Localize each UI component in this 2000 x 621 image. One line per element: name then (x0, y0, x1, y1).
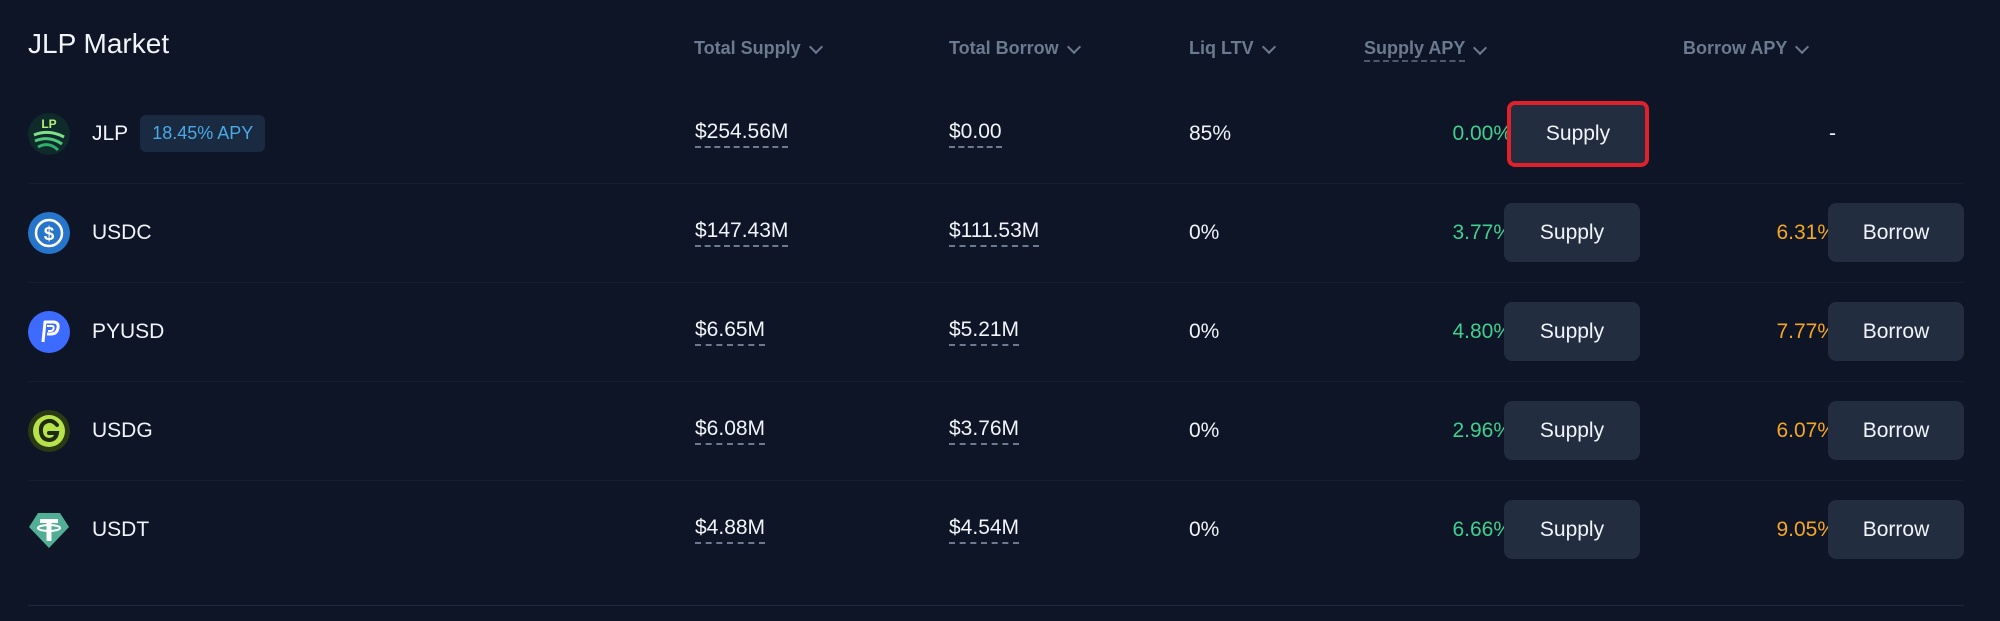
column-header-label: Total Supply (694, 38, 801, 58)
total-supply-cell[interactable]: $147.43M (695, 183, 789, 282)
column-header-liq-ltv[interactable]: Liq LTV (1189, 38, 1276, 59)
chevron-down-icon (1795, 39, 1810, 54)
supply-button[interactable]: Supply (1504, 401, 1640, 460)
column-header-supply-apy[interactable]: Supply APY (1364, 38, 1488, 62)
svg-text:LP: LP (41, 117, 56, 131)
total-borrow-cell[interactable]: $5.21M (949, 282, 1020, 381)
table-row[interactable]: USDG $6.08M $3.76M 0% 2.96% Supply 6.07%… (28, 381, 1964, 481)
apy-badge: 18.45% APY (140, 115, 266, 152)
usdc-icon: $ (28, 211, 70, 254)
liq-ltv-value: 85% (1189, 121, 1232, 145)
usdg-icon (28, 409, 70, 452)
liq-ltv-value: 0% (1189, 220, 1220, 244)
asset-cell: $ USDC (28, 183, 152, 282)
total-borrow-value: $3.76M (949, 417, 1020, 445)
total-supply-cell[interactable]: $6.08M (695, 381, 766, 480)
total-borrow-value: $5.21M (949, 318, 1020, 346)
column-header-label: Borrow APY (1683, 38, 1788, 58)
asset-name: USDT (92, 517, 150, 541)
supply-button[interactable]: Supply (1504, 203, 1640, 262)
supply-apy-value: 0.00% (1452, 121, 1512, 145)
supply-apy-value: 4.80% (1452, 319, 1512, 343)
table-row[interactable]: LP JLP 18.45% APY $254.56M $0.00 85% 0.0… (28, 84, 1964, 184)
table-row[interactable]: USDT $4.88M $4.54M 0% 6.66% Supply 9.05%… (28, 480, 1964, 579)
table-row[interactable]: $ USDC $147.43M $111.53M 0% 3.77% Supply… (28, 183, 1964, 283)
column-header-label: Supply APY (1364, 38, 1466, 62)
pyusd-icon (28, 310, 70, 353)
liq-ltv-value: 0% (1189, 319, 1220, 343)
asset-name: USDC (92, 220, 152, 244)
total-supply-value: $6.65M (695, 318, 766, 346)
svg-text:$: $ (44, 224, 55, 245)
total-borrow-cell[interactable]: $3.76M (949, 381, 1020, 480)
page-title: JLP Market (28, 28, 170, 59)
total-supply-value: $4.88M (695, 516, 766, 544)
supply-button[interactable]: Supply (1504, 302, 1640, 361)
borrow-apy-value: 9.05% (1776, 517, 1836, 541)
supply-button[interactable]: Supply (1504, 500, 1640, 559)
borrow-apy-value: - (1829, 121, 1836, 145)
total-borrow-cell[interactable]: $0.00 (949, 84, 1002, 183)
asset-name: JLP (92, 121, 129, 145)
column-header-label: Liq LTV (1189, 38, 1254, 58)
chevron-down-icon (1261, 39, 1276, 54)
borrow-button[interactable]: Borrow (1828, 401, 1964, 460)
total-supply-value: $254.56M (695, 120, 789, 148)
borrow-button[interactable]: Borrow (1828, 203, 1964, 262)
total-borrow-cell[interactable]: $111.53M (949, 183, 1040, 282)
borrow-button[interactable]: Borrow (1828, 302, 1964, 361)
asset-cell: USDT (28, 480, 149, 579)
liq-ltv-value: 0% (1189, 418, 1220, 442)
total-borrow-value: $4.54M (949, 516, 1020, 544)
chevron-down-icon (1066, 39, 1081, 54)
supply-apy-value: 2.96% (1452, 418, 1512, 442)
supply-apy-value: 3.77% (1452, 220, 1512, 244)
column-header-total-supply[interactable]: Total Supply (694, 38, 823, 59)
chevron-down-icon (808, 39, 823, 54)
borrow-button[interactable]: Borrow (1828, 500, 1964, 559)
chevron-down-icon (1473, 40, 1488, 56)
total-borrow-value: $0.00 (949, 120, 1002, 148)
asset-cell: USDG (28, 381, 153, 480)
supply-apy-value: 6.66% (1452, 517, 1512, 541)
borrow-apy-value: 6.31% (1776, 220, 1836, 244)
total-supply-value: $147.43M (695, 219, 789, 247)
borrow-apy-value: 7.77% (1776, 319, 1836, 343)
column-header-label: Total Borrow (949, 38, 1059, 58)
asset-cell: PYUSD (28, 282, 164, 381)
total-supply-value: $6.08M (695, 417, 766, 445)
total-borrow-value: $111.53M (949, 219, 1040, 247)
total-supply-cell[interactable]: $4.88M (695, 480, 766, 579)
total-supply-cell[interactable]: $6.65M (695, 282, 766, 381)
total-supply-cell[interactable]: $254.56M (695, 84, 789, 183)
total-borrow-cell[interactable]: $4.54M (949, 480, 1020, 579)
usdt-icon (28, 509, 70, 551)
supply-button[interactable]: Supply (1507, 101, 1649, 167)
column-header-total-borrow[interactable]: Total Borrow (949, 38, 1081, 59)
table-divider (28, 605, 1964, 606)
asset-name: USDG (92, 418, 153, 442)
borrow-apy-value: 6.07% (1776, 418, 1836, 442)
jlp-icon: LP (28, 112, 70, 155)
column-header-borrow-apy[interactable]: Borrow APY (1683, 38, 1810, 59)
asset-cell: LP JLP 18.45% APY (28, 84, 266, 183)
asset-name: PYUSD (92, 319, 165, 343)
liq-ltv-value: 0% (1189, 517, 1220, 541)
table-row[interactable]: PYUSD $6.65M $5.21M 0% 4.80% Supply 7.77… (28, 282, 1964, 382)
